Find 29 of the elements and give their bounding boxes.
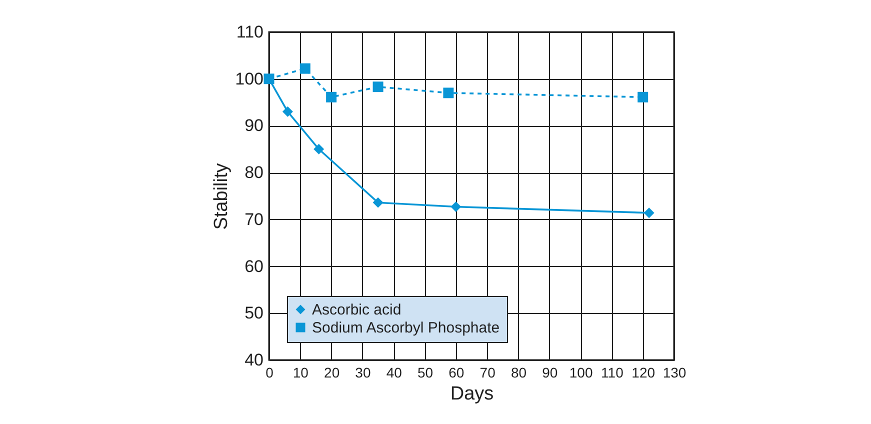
x-tick-label: 60 xyxy=(448,364,464,380)
legend-label: Sodium Ascorbyl Phosphate xyxy=(312,320,500,336)
y-axis-title: Stability xyxy=(211,162,232,230)
x-tick-label: 130 xyxy=(662,364,686,380)
point xyxy=(372,82,384,92)
y-tick-label: 110 xyxy=(236,22,264,42)
y-tick-label: 50 xyxy=(244,304,264,323)
y-tick-label: 90 xyxy=(244,116,264,136)
x-tick-label: 90 xyxy=(542,364,558,380)
x-axis-title: Days xyxy=(450,384,494,404)
x-tick-label: 120 xyxy=(632,364,656,380)
y-tick-label: 100 xyxy=(235,69,264,88)
y-tick-label: 80 xyxy=(244,163,264,182)
x-tick-label: 70 xyxy=(480,364,496,380)
point xyxy=(326,92,337,102)
x-tick-label: 110 xyxy=(601,364,624,380)
x-tick-label: 100 xyxy=(569,364,593,380)
x-tick-label: 50 xyxy=(417,364,434,380)
y-tick-label: 70 xyxy=(244,210,264,229)
x-tick-label: 20 xyxy=(324,364,340,380)
x-tick-label: 30 xyxy=(355,364,371,380)
x-tick-label: 0 xyxy=(266,364,274,380)
point xyxy=(638,92,648,102)
legend-label: Ascorbic acid xyxy=(312,302,402,318)
x-tick-label: 80 xyxy=(510,364,527,380)
point xyxy=(443,88,454,98)
x-tick-label: 40 xyxy=(386,364,402,380)
y-tick-label: 60 xyxy=(244,256,264,276)
x-tick-label: 10 xyxy=(292,364,309,380)
